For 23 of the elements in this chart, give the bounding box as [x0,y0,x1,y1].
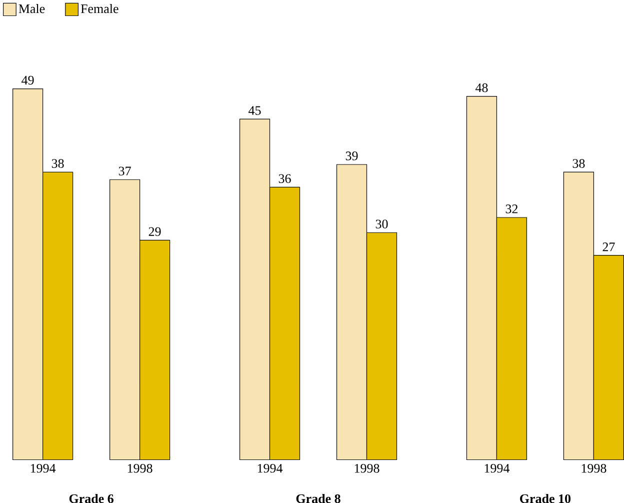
text: Grade 8 [296,494,340,503]
data-label: 30 [376,220,388,228]
x-tick-label: 1998 [128,464,152,473]
data-label: 38 [572,159,585,168]
data-label: 36 [278,174,291,183]
x-tick-label: 1994 [258,464,283,473]
data-label: 32 [506,204,518,214]
data-label: 37 [118,166,131,176]
data-label: 39 [346,152,358,160]
legend-label: Female [80,4,118,14]
data-label: 48 [475,83,488,92]
data-label: 45 [248,106,261,115]
x-tick-label: 1998 [582,464,606,473]
data-label: 38 [52,159,64,168]
x-tick-label: 1994 [30,464,56,473]
text: Grade 10 [520,494,571,503]
text: Grade 6 [69,494,114,503]
x-tick-label: 1994 [484,464,510,473]
x-tick-label: 1998 [354,464,380,473]
data-label: 29 [148,227,161,236]
legend-label: Male [18,4,45,14]
data-label: 49 [22,76,34,85]
data-label: 27 [602,242,615,252]
